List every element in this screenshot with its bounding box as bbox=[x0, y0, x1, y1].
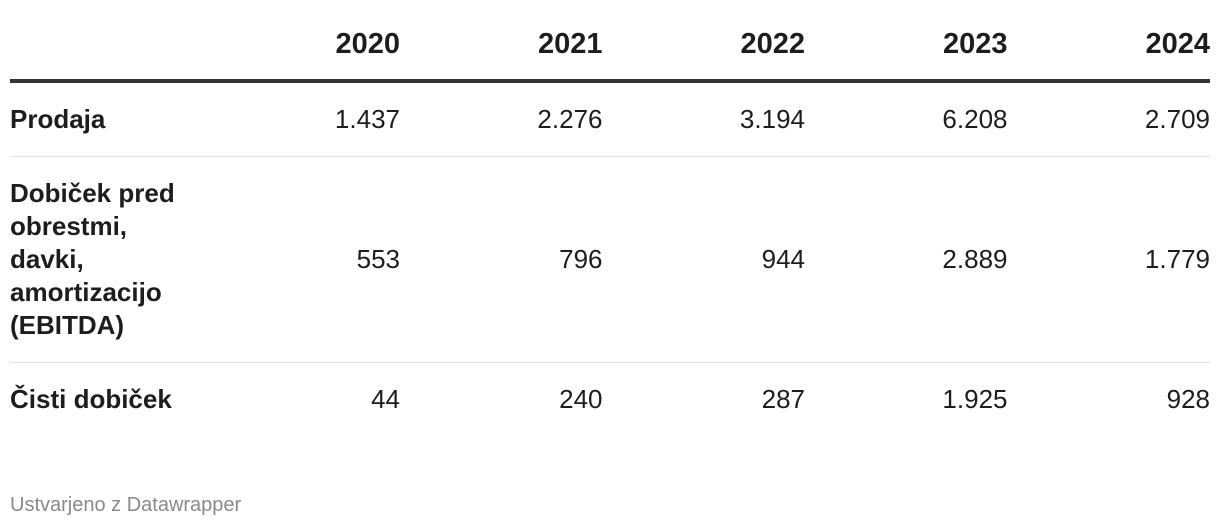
cell: 1.779 bbox=[1007, 156, 1210, 363]
cell: 287 bbox=[761, 384, 805, 414]
cell: 2.276 bbox=[400, 81, 603, 157]
column-header: 2023 bbox=[805, 28, 1008, 83]
cell: 6.208 bbox=[805, 81, 1008, 157]
column-header: 2022 bbox=[602, 28, 805, 83]
footer: Ustvarjeno z Datawrapper bbox=[10, 494, 242, 516]
column-header: 2021 bbox=[400, 28, 603, 83]
cell: 944 bbox=[602, 156, 805, 363]
table-row: Dobiček pred obrestmi, davki, amortizaci… bbox=[10, 156, 1210, 363]
cell: 928 bbox=[1166, 384, 1210, 414]
row-label: Prodaja bbox=[10, 81, 190, 157]
row-label: Dobiček pred obrestmi, davki, amortizaci… bbox=[10, 156, 190, 363]
cell: 240 bbox=[559, 384, 603, 414]
cell: 44 bbox=[371, 384, 400, 414]
cell: 1.925 bbox=[942, 384, 1008, 414]
row-label: Čisti dobiček bbox=[10, 384, 172, 414]
data-table: 2020 2021 2022 2023 2024 Prodaja 1.437 2.276 3.… bbox=[10, 28, 1210, 436]
column-header: 2024 bbox=[1007, 28, 1210, 83]
cell: 2.889 bbox=[805, 156, 1008, 363]
cell: 553 bbox=[190, 156, 400, 363]
cell: 2.709 bbox=[1007, 81, 1210, 157]
header-row: 2020 2021 2022 2023 2024 bbox=[10, 28, 1210, 83]
column-header: 2020 bbox=[190, 28, 400, 83]
header-cell bbox=[10, 28, 190, 83]
table-row: Prodaja 1.437 2.276 3.194 6.208 2.709 bbox=[10, 81, 1210, 157]
cell: 796 bbox=[400, 156, 603, 363]
cell: 3.194 bbox=[602, 81, 805, 157]
cell: 1.437 bbox=[190, 81, 400, 157]
table-row: Čisti dobiček 44 240 287 1.925 928 bbox=[10, 363, 1210, 437]
